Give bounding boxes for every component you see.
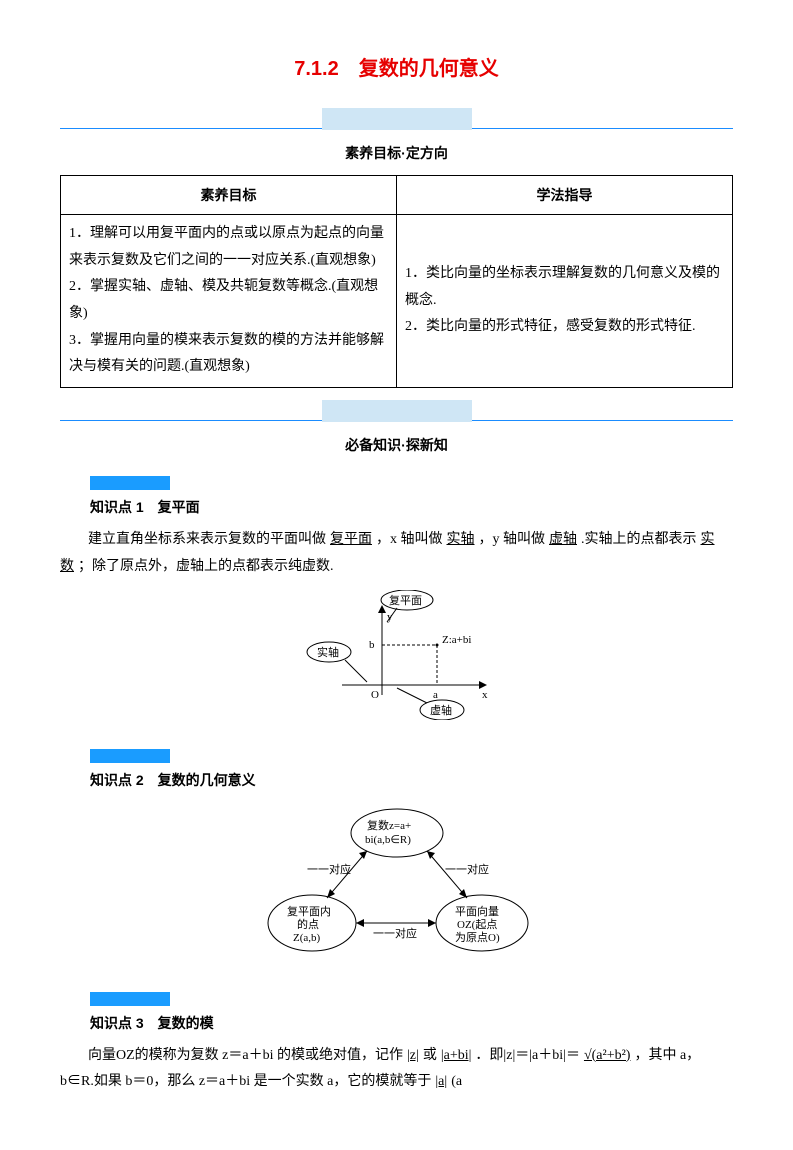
blank-absa: |a|	[431, 1074, 451, 1089]
kp-bar	[90, 749, 170, 763]
node-right-l2: OZ(起点	[457, 918, 497, 931]
node-right-l3: 为原点O)	[455, 931, 500, 944]
col-header-goals: 素养目标	[61, 175, 397, 215]
kp2-title: 知识点 2 复数的几何意义	[90, 767, 733, 794]
separator-center-bar	[322, 400, 472, 422]
edge-label-tr: 一一对应	[445, 862, 489, 876]
cell-goals: 1．理解可以用复平面内的点或以原点为起点的向量来表示复数及它们之间的一一对应关系…	[61, 215, 397, 388]
kp1-line2b: ；除了原点外，虚轴上的点都表示纯虚数.	[78, 559, 334, 574]
kp1-mid1: ，x 轴叫做	[376, 532, 443, 547]
blank-fupingmian: 复平面	[326, 532, 376, 547]
node-right-l1: 平面向量	[455, 904, 499, 918]
kp1-mid2: ，y 轴叫做	[479, 532, 546, 547]
section-separator	[60, 108, 733, 134]
kp3-tail: (a	[451, 1074, 462, 1089]
separator-center-bar	[322, 108, 472, 130]
kp1-text: 建立直角坐标系来表示复数的平面叫做复平面，x 轴叫做实轴，y 轴叫做虚轴.实轴上…	[60, 527, 733, 580]
label-b: b	[369, 639, 375, 651]
table-header-row: 素养目标 学法指导	[61, 175, 733, 215]
kp2-diagram: 复数z=a+ bi(a,b∈R) 复平面内 的点 Z(a,b) 平面向量 OZ(…	[60, 803, 733, 974]
node-left-l1: 复平面内	[287, 904, 331, 918]
kp1-pre: 建立直角坐标系来表示复数的平面叫做	[88, 532, 326, 547]
kp-bar	[90, 992, 170, 1006]
node-left-l3: Z(a,b)	[293, 932, 321, 944]
edge-label-tl: 一一对应	[307, 862, 351, 876]
kp3-mid1: 或	[423, 1048, 437, 1063]
node-left-l2: 的点	[297, 917, 319, 931]
kp3-title: 知识点 3 复数的模	[90, 1010, 733, 1037]
col-header-methods: 学法指导	[397, 175, 733, 215]
blank-sqrt: √(a²+b²)	[580, 1048, 635, 1063]
node-top-l2: bi(a,b∈R)	[365, 834, 411, 846]
blank-xuzhou: 虚轴	[545, 532, 581, 547]
section-separator	[60, 400, 733, 426]
blank-modz: |z|	[403, 1048, 423, 1063]
kp-bar	[90, 476, 170, 490]
blank-modabi: |a+bi|	[437, 1048, 476, 1063]
kp1-diagram: y x O b a Z:a+bi 复平面 实轴 虚轴	[60, 590, 733, 731]
blank-shizhou: 实轴	[443, 532, 479, 547]
edge-label-b: 一一对应	[373, 926, 417, 940]
goals-table: 素养目标 学法指导 1．理解可以用复平面内的点或以原点为起点的向量来表示复数及它…	[60, 175, 733, 388]
callout-shizhou: 实轴	[317, 645, 339, 659]
complex-plane-svg: y x O b a Z:a+bi 复平面 实轴 虚轴	[287, 590, 507, 720]
page-title: 7.1.2 复数的几何意义	[60, 50, 733, 88]
callout-fupingmian: 复平面	[389, 593, 422, 607]
section-heading-1: 素养目标·定方向	[60, 140, 733, 167]
label-x: x	[482, 689, 488, 701]
table-body-row: 1．理解可以用复平面内的点或以原点为起点的向量来表示复数及它们之间的一一对应关系…	[61, 215, 733, 388]
node-top-l1: 复数z=a+	[367, 818, 411, 832]
label-Z: Z:a+bi	[442, 634, 471, 646]
callout-xuzhou: 虚轴	[430, 703, 452, 717]
label-O: O	[371, 689, 379, 701]
kp1-title: 知识点 1 复平面	[90, 494, 733, 521]
kp3-pre: 向量OZ的模称为复数 z＝a＋bi 的模或绝对值，记作	[88, 1048, 403, 1063]
correspondence-svg: 复数z=a+ bi(a,b∈R) 复平面内 的点 Z(a,b) 平面向量 OZ(…	[247, 803, 547, 963]
cell-methods: 1．类比向量的坐标表示理解复数的几何意义及模的概念. 2．类比向量的形式特征，感…	[397, 215, 733, 388]
section-heading-2: 必备知识·探新知	[60, 432, 733, 459]
kp3-text: 向量OZ的模称为复数 z＝a＋bi 的模或绝对值，记作|z|或|a+bi|．即|…	[60, 1043, 733, 1096]
kp1-line2a: .实轴上的点都表示	[581, 532, 697, 547]
label-a: a	[433, 689, 438, 701]
kp3-mid2: ．即|z|＝|a＋bi|＝	[475, 1048, 580, 1063]
